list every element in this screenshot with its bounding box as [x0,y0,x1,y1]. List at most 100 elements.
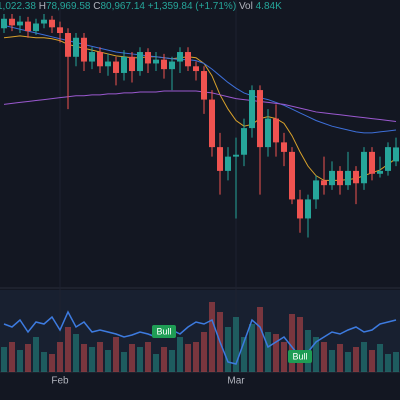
volume-bar [153,354,159,372]
candle-body [121,56,127,73]
volume-bar [145,342,151,372]
candle-body [297,199,303,219]
candle-body [265,118,271,148]
candle-body [17,21,23,26]
candle-body [249,90,255,129]
header-close: 80,967.14 [100,1,145,12]
volume-bar [337,344,343,372]
candle-body [57,27,63,34]
volume-bar [41,352,47,372]
annotation-box [152,325,176,338]
volume-bar [249,324,255,372]
volume-bar [169,350,175,372]
volume-bar [385,354,391,372]
volume-bar [281,342,287,372]
candle-body [273,118,279,143]
header-high: 78,969.58 [46,1,91,12]
volume-bar [241,337,247,372]
header-open: 1,022.38 [0,1,36,12]
volume-bar [25,344,31,372]
header-volume: 4.84K [256,1,282,12]
volume-bar [89,347,95,372]
candle-body [161,59,167,70]
volume-bar [353,347,359,372]
volume-bar [377,344,383,372]
volume-bar [225,327,231,372]
volume-bar [161,347,167,372]
candle-body [241,128,247,155]
volume-bar [9,342,15,372]
candle-body [113,61,119,73]
volume-bar [321,342,327,372]
candle-body [185,52,191,67]
candle-body [73,37,79,57]
volume-bar [113,337,119,372]
annotation-box [288,350,312,363]
volume-bar [193,342,199,372]
candle-body [49,19,55,28]
volume-bar [73,334,79,372]
header-h: H [39,1,46,12]
volume-bar [265,332,271,372]
lower-pane [0,290,400,372]
candle-body [33,23,39,32]
volume-bar [1,347,7,372]
volume-bar [289,314,295,372]
candle-body [201,71,207,100]
candle-body [129,56,135,72]
candle-body [177,52,183,62]
candle-body [145,52,151,64]
candle-body [81,37,87,62]
volume-bar [361,342,367,372]
candle-body [225,156,231,171]
volume-bar [257,307,263,372]
oscillator-line [3,310,397,365]
volume-bar [233,317,239,372]
volume-bar [313,337,319,372]
candle-body [169,61,175,70]
header: 1,022.38 H78,969.58 C80,967.14 +1,359.84… [0,1,282,12]
x-tick-label: Mar [227,376,245,387]
volume-bar [137,347,143,372]
candle-body [281,142,287,152]
volume-bar [345,352,351,372]
candle-body [329,170,335,186]
volume-bar [49,354,55,372]
volume-bar [97,342,103,372]
candle-body [65,33,71,57]
candle-body [193,66,199,72]
volume-bar [129,344,135,372]
candle-body [385,147,391,171]
candle-body [1,18,7,29]
candle-body [289,151,295,200]
volume-bar [329,350,335,372]
candle-body [313,180,319,200]
volume-bar [121,352,127,372]
volume-bar [209,302,215,372]
volume-bar [33,337,39,372]
candle-body [257,90,263,148]
candle-body [233,154,239,157]
volume-bar [17,350,23,372]
candle-body [369,151,375,174]
candle-body [89,52,95,62]
candle-body [345,170,351,186]
volume-bar [105,350,111,372]
volume-bar [57,342,63,372]
volume-bar [393,352,399,372]
candle-body [353,170,359,184]
volume-bar [81,344,87,372]
header-c: C [93,1,100,12]
candle-body [137,52,143,72]
annotation-label: Bull [156,326,171,336]
x-tick-label: Feb [51,376,69,387]
candle-body [393,147,399,162]
candle-body [377,170,383,174]
header-vol: Vol [239,1,253,12]
candle-body [217,147,223,171]
volume-bar [201,332,207,372]
ma-line [3,90,397,122]
annotation-label: Bull [292,351,307,361]
volume-bar [185,344,191,372]
